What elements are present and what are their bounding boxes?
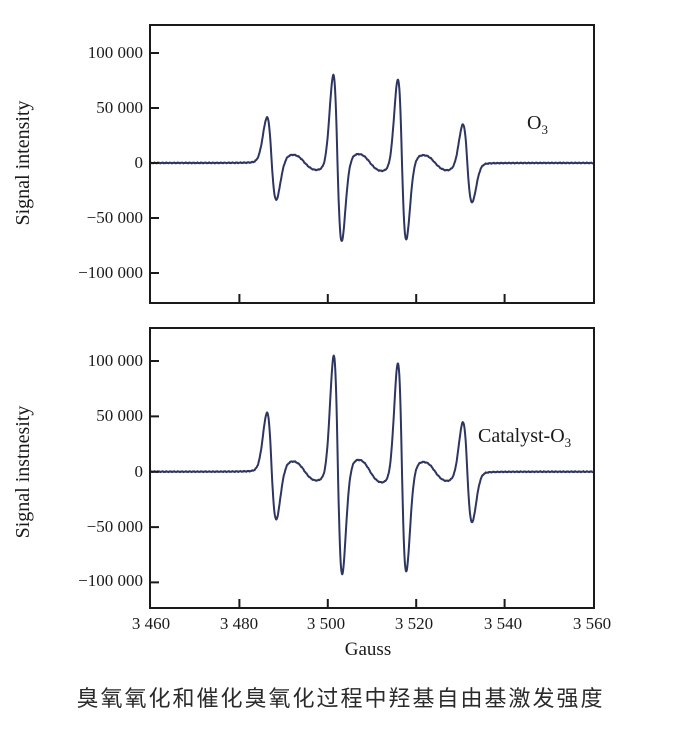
x-tick-label: 3 560 bbox=[572, 614, 612, 633]
x-tick-label: 3 540 bbox=[483, 614, 523, 633]
epr-signal-path bbox=[151, 73, 593, 242]
y-tick-label: 100 000 bbox=[87, 43, 143, 62]
y-tick-label: 50 000 bbox=[96, 406, 143, 425]
y-axis-label-top: Signal intensity bbox=[12, 100, 34, 226]
y-tick-label: −50 000 bbox=[86, 208, 143, 227]
y-axis-label-bottom: Signal instnesity bbox=[12, 405, 34, 539]
annotation-subscript: 3 bbox=[564, 435, 572, 450]
x-tick-label: 3 500 bbox=[306, 614, 346, 633]
y-tick-label: −100 000 bbox=[78, 263, 143, 282]
y-tick-label: 0 bbox=[134, 462, 144, 481]
annotation-subscript: 3 bbox=[541, 122, 548, 137]
x-tick-label: 3 480 bbox=[219, 614, 259, 633]
series-annotation-catalyst-o3: Catalyst-O3 bbox=[478, 425, 571, 451]
axis-tick-marks bbox=[151, 52, 506, 302]
y-tick-label: 50 000 bbox=[96, 98, 143, 117]
epr-panel-o3: O3 bbox=[149, 24, 595, 304]
series-annotation-o3: O3 bbox=[527, 112, 548, 138]
x-tick-label: 3 520 bbox=[394, 614, 434, 633]
y-tick-label: 0 bbox=[134, 153, 144, 172]
epr-signal-path bbox=[151, 354, 593, 576]
x-axis-label: Gauss bbox=[344, 639, 392, 660]
y-tick-label: 100 000 bbox=[87, 351, 143, 370]
epr-curve-catalyst-o3 bbox=[151, 354, 593, 607]
x-tick-label: 3 460 bbox=[131, 614, 171, 633]
y-tick-label: −100 000 bbox=[78, 571, 143, 590]
epr-curve-o3 bbox=[151, 52, 593, 302]
y-tick-label: −50 000 bbox=[86, 517, 143, 536]
epr-panel-catalyst-o3: Catalyst-O3 bbox=[149, 327, 595, 609]
annotation-text: O bbox=[527, 112, 542, 134]
annotation-text: Catalyst-O bbox=[478, 425, 565, 447]
axis-tick-marks bbox=[151, 360, 506, 607]
figure-caption: 臭氧氧化和催化臭氧化过程中羟基自由基激发强度 bbox=[76, 686, 605, 711]
